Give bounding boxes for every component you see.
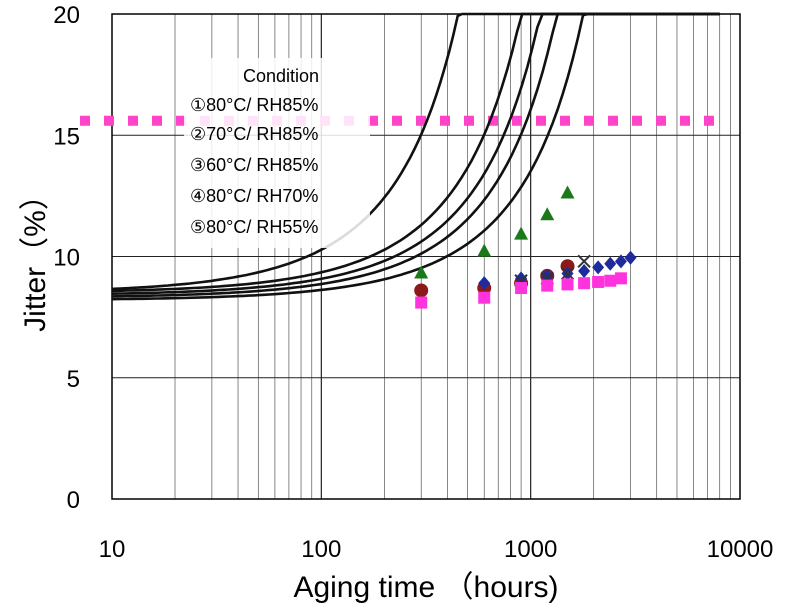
y-tick-label: 20 (53, 2, 80, 29)
data-point (578, 277, 591, 290)
x-tick-label: 10 (99, 536, 126, 563)
data-point (604, 274, 617, 287)
data-point (604, 256, 617, 271)
data-points (414, 185, 637, 309)
legend-title: Condition (243, 66, 319, 86)
y-tick-label: 15 (53, 123, 80, 150)
legend-entry-2: ②70°C/ RH85% (190, 124, 318, 144)
data-point (592, 260, 605, 275)
y-tick-label: 0 (67, 487, 80, 514)
legend: Condition ①80°C/ RH85% ②70°C/ RH85% ③60°… (184, 58, 370, 248)
x-tick-label: 100 (301, 536, 341, 563)
tick-labels: 10 100 1000 10000 0 5 10 15 20 (53, 2, 773, 563)
y-tick-label: 5 (67, 366, 80, 393)
legend-box (184, 58, 370, 248)
y-tick-label: 10 (53, 245, 80, 272)
plot-area (111, 13, 741, 500)
data-point (515, 282, 528, 295)
fit-curves (111, 12, 720, 301)
y-axis-title: Jitter（%） (19, 180, 52, 332)
data-point (414, 265, 429, 279)
data-point (561, 278, 574, 291)
data-point (592, 275, 605, 288)
legend-entry-3: ③60°C/ RH85% (190, 155, 318, 175)
data-point (624, 250, 637, 265)
data-point (541, 279, 554, 292)
fit-curve (111, 12, 720, 301)
legend-entry-4: ④80°C/ RH70% (190, 186, 318, 206)
data-point (477, 243, 492, 257)
data-point (541, 268, 554, 283)
data-point (577, 254, 591, 269)
x-axis-title: Aging time （hours) (293, 571, 558, 604)
data-point (514, 226, 529, 240)
data-point (515, 271, 528, 286)
data-point (414, 283, 429, 298)
data-point (540, 207, 555, 221)
legend-entry-5: ⑤80°C/ RH55% (190, 217, 318, 237)
data-point (560, 266, 575, 281)
data-point (614, 272, 627, 285)
data-point (478, 291, 491, 304)
data-point (614, 254, 627, 269)
x-tick-label: 1000 (504, 536, 557, 563)
data-point (560, 185, 575, 199)
data-point (415, 296, 428, 309)
data-point (478, 276, 491, 291)
data-point (578, 264, 591, 279)
x-tick-label: 10000 (707, 536, 774, 563)
legend-entry-1: ①80°C/ RH85% (190, 95, 318, 115)
